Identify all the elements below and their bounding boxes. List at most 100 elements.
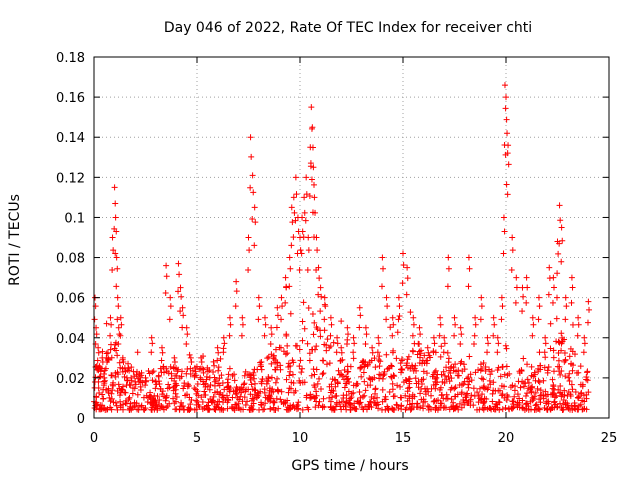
data-point xyxy=(517,384,524,391)
data-point xyxy=(372,385,379,392)
data-point xyxy=(148,334,155,341)
data-point xyxy=(298,369,305,376)
data-point xyxy=(273,395,280,402)
data-point xyxy=(282,299,289,306)
data-point xyxy=(251,242,258,249)
data-point xyxy=(448,375,455,382)
y-tick-label: 0.14 xyxy=(56,131,85,146)
data-point xyxy=(569,348,576,355)
data-point xyxy=(215,364,222,371)
data-point xyxy=(239,321,246,328)
data-point xyxy=(275,405,282,412)
data-point xyxy=(221,340,228,347)
data-point xyxy=(484,334,491,341)
data-point xyxy=(315,264,322,271)
data-point xyxy=(482,368,489,375)
data-point xyxy=(248,153,255,160)
data-point xyxy=(327,314,334,321)
data-point xyxy=(378,406,385,413)
data-point xyxy=(374,349,381,356)
data-point xyxy=(127,382,134,389)
data-point xyxy=(563,404,570,411)
data-point xyxy=(284,350,291,357)
data-point xyxy=(465,254,472,261)
data-point xyxy=(329,376,336,383)
data-point xyxy=(268,324,275,331)
data-point xyxy=(369,344,376,351)
data-point xyxy=(390,321,397,328)
data-point xyxy=(404,264,411,271)
data-point xyxy=(444,283,451,290)
data-point xyxy=(489,390,496,397)
data-point xyxy=(434,379,441,386)
data-point xyxy=(480,360,487,367)
data-point xyxy=(159,349,166,356)
data-point xyxy=(562,294,569,301)
y-tick-label: 0 xyxy=(77,412,85,427)
data-point xyxy=(400,250,406,257)
data-point xyxy=(114,352,121,359)
data-point xyxy=(432,367,439,374)
data-point xyxy=(245,234,252,241)
data-point xyxy=(166,400,173,407)
data-point xyxy=(531,393,538,400)
data-point xyxy=(379,254,386,261)
data-point xyxy=(149,369,156,376)
data-point xyxy=(247,184,254,191)
data-point xyxy=(147,389,154,396)
data-point xyxy=(498,392,505,399)
data-point xyxy=(404,275,411,282)
data-point xyxy=(471,392,478,399)
data-point xyxy=(503,345,510,352)
grid-lines xyxy=(94,57,609,418)
data-point xyxy=(175,288,182,295)
data-point xyxy=(146,370,153,377)
data-point xyxy=(574,406,581,413)
data-point xyxy=(581,340,588,347)
data-point xyxy=(241,372,248,379)
data-point xyxy=(447,386,454,393)
data-point xyxy=(191,364,198,371)
data-point xyxy=(97,402,104,409)
data-point xyxy=(317,284,324,291)
data-point xyxy=(484,349,491,356)
data-point xyxy=(569,386,576,393)
data-point xyxy=(366,398,373,405)
data-point xyxy=(261,386,268,393)
data-point xyxy=(409,332,416,339)
data-point xyxy=(566,377,573,384)
data-point xyxy=(418,381,425,388)
data-point xyxy=(110,247,117,254)
data-point xyxy=(301,194,308,201)
data-point xyxy=(406,393,413,400)
data-point xyxy=(308,176,315,183)
data-point xyxy=(130,368,137,375)
data-point xyxy=(185,406,192,413)
data-point xyxy=(254,392,261,399)
data-point xyxy=(375,357,382,364)
data-point xyxy=(542,354,549,361)
data-point xyxy=(409,391,416,398)
data-point xyxy=(368,357,375,364)
data-point xyxy=(545,364,552,371)
data-point xyxy=(338,318,345,325)
data-point xyxy=(257,359,264,366)
data-point xyxy=(107,346,114,353)
data-point xyxy=(258,366,265,373)
data-point xyxy=(569,321,576,328)
data-point xyxy=(528,372,535,379)
x-axis-label: GPS time / hours xyxy=(291,458,408,474)
data-point xyxy=(427,354,434,361)
data-point xyxy=(274,386,281,393)
data-point xyxy=(178,399,185,406)
data-point xyxy=(535,294,542,301)
data-point xyxy=(156,396,163,403)
data-point xyxy=(287,385,294,392)
data-point xyxy=(171,354,178,361)
data-point xyxy=(299,214,306,221)
data-point xyxy=(396,313,403,320)
data-point xyxy=(154,406,161,413)
data-point xyxy=(475,366,482,373)
data-point xyxy=(329,394,336,401)
data-point xyxy=(563,303,570,310)
